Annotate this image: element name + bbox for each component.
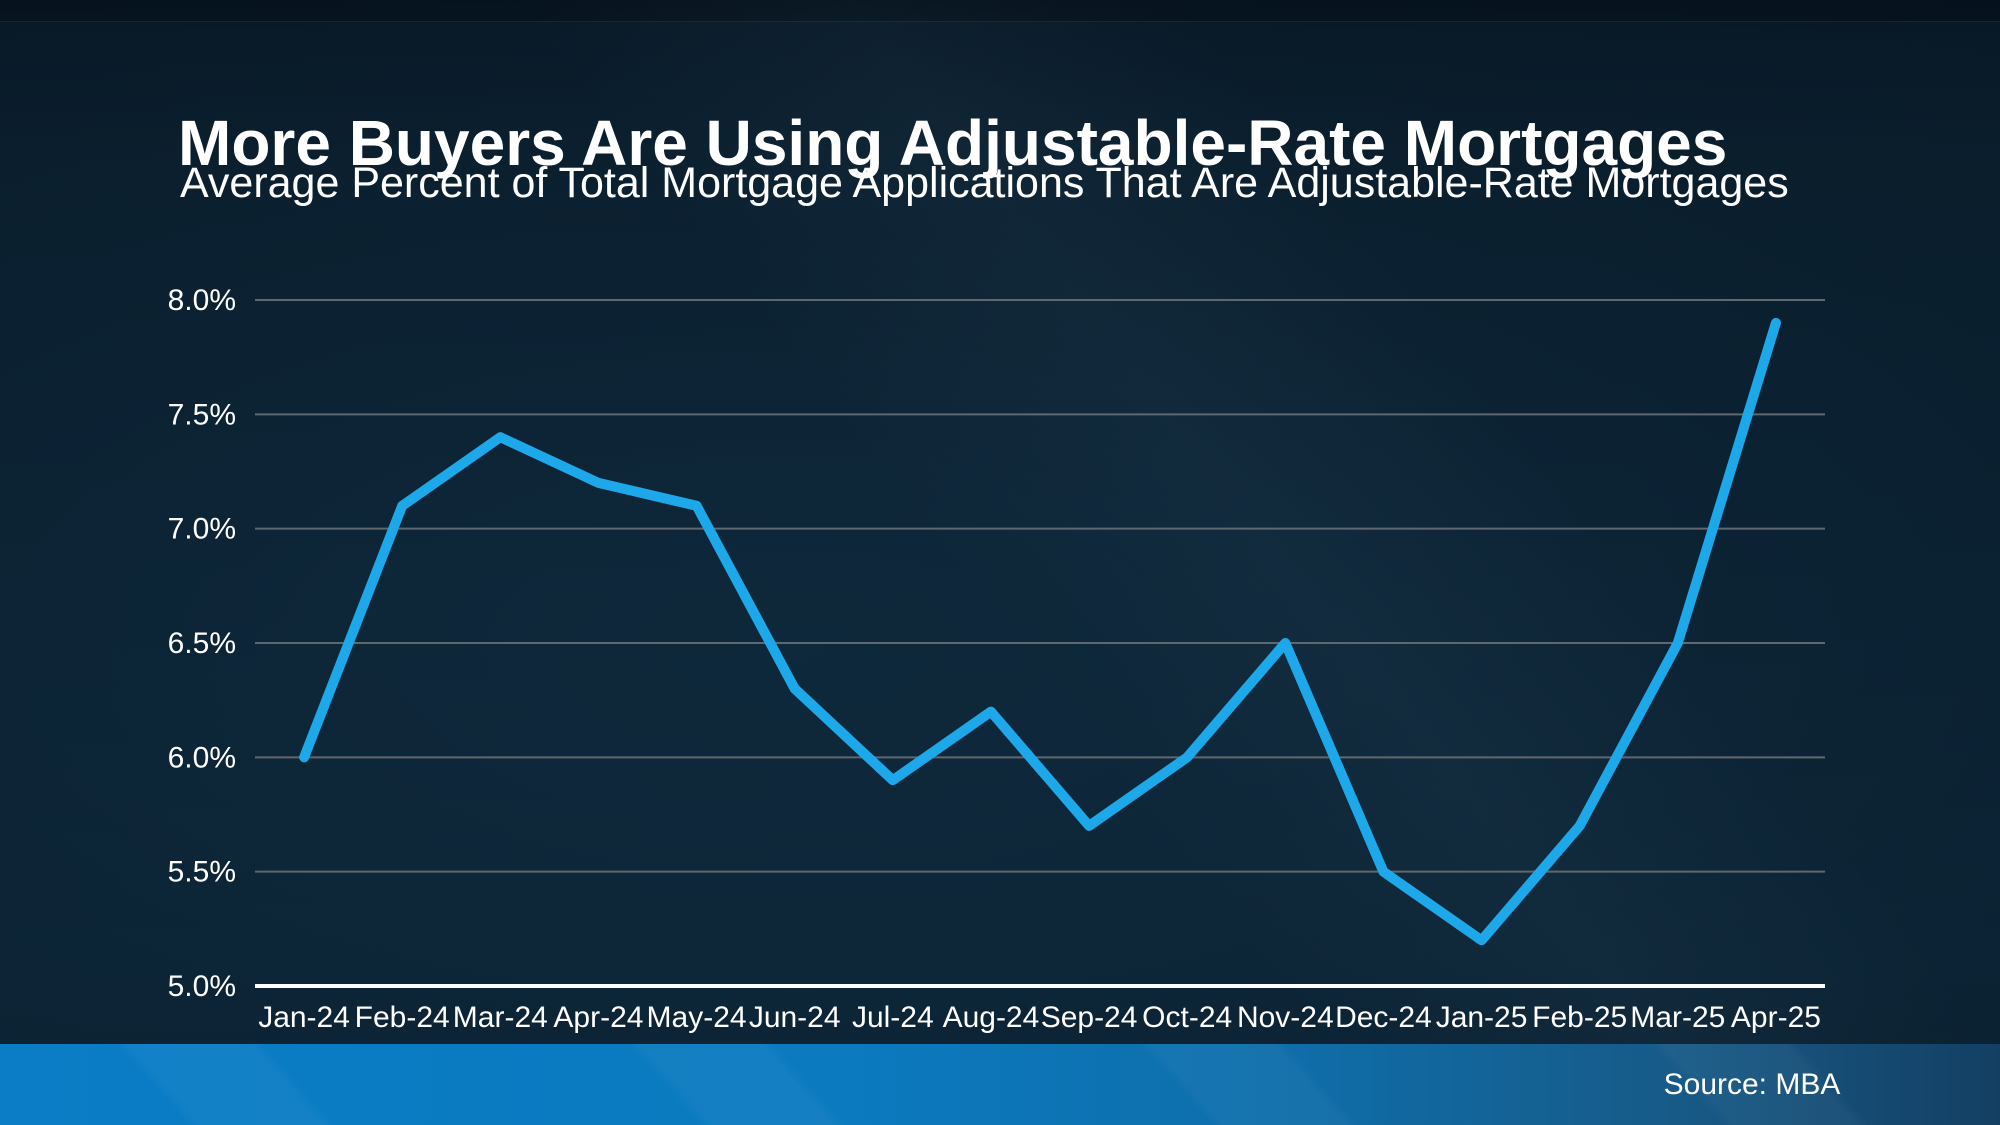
y-axis-tick-label: 7.0% xyxy=(168,513,236,546)
arm-share-line-series xyxy=(299,317,1781,946)
x-axis-tick-label: Feb-24 xyxy=(355,1001,450,1034)
x-axis-tick-label: Jan-24 xyxy=(258,1001,350,1034)
x-axis-tick-label: Feb-25 xyxy=(1532,1001,1627,1034)
x-axis-tick-label: Nov-24 xyxy=(1237,1001,1334,1034)
footer-bar: Source: MBA xyxy=(0,1044,2000,1125)
top-band xyxy=(0,0,2000,22)
x-axis-tick-label: May-24 xyxy=(647,1001,747,1034)
arm-share-line-chart: 5.0% 5.5% 6.0% 6.5% 7.0% 7.5% 8.0% Jan-24 Feb-24… xyxy=(168,284,1825,1034)
x-axis-tick-label: Mar-24 xyxy=(453,1001,548,1034)
x-axis-tick-label: Apr-24 xyxy=(553,1001,643,1034)
y-axis-tick-label: 7.5% xyxy=(168,398,236,431)
page-subtitle: Average Percent of Total Mortgage Applic… xyxy=(180,159,1789,207)
y-axis-tick-label: 6.5% xyxy=(168,627,236,660)
x-axis-tick-label: Sep-24 xyxy=(1041,1001,1138,1034)
y-axis-tick-label: 8.0% xyxy=(168,284,236,317)
x-axis-tick-label: Jun-24 xyxy=(749,1001,841,1034)
x-axis-tick-label: Aug-24 xyxy=(943,1001,1040,1034)
y-axis-tick-label: 6.0% xyxy=(168,741,236,774)
x-axis-tick-label: Jan-25 xyxy=(1436,1001,1528,1034)
x-axis-tick-label: Apr-25 xyxy=(1731,1001,1821,1034)
x-axis-tick-label: Dec-24 xyxy=(1335,1001,1432,1034)
y-axis-tick-label: 5.0% xyxy=(168,970,236,1003)
source-label: Source: MBA xyxy=(1663,1067,1841,1101)
page-title: More Buyers Are Using Adjustable-Rate Mo… xyxy=(178,106,1728,179)
x-axis-tick-label: Oct-24 xyxy=(1142,1001,1232,1034)
x-axis-tick-label: Mar-25 xyxy=(1630,1001,1725,1034)
y-axis-tick-label: 5.5% xyxy=(168,856,236,889)
x-axis-tick-label: Jul-24 xyxy=(852,1001,934,1034)
